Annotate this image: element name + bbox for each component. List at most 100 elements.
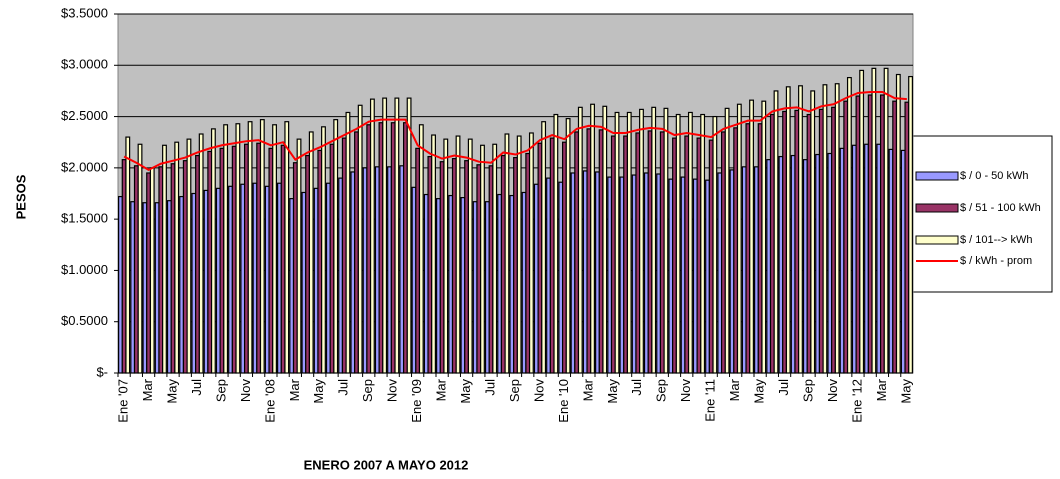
y-tick-label: $3.5000: [61, 5, 108, 20]
bar: [162, 144, 167, 374]
legend-swatch: [915, 235, 959, 245]
x-tick-label: Sep: [507, 379, 522, 402]
x-tick-label: Mar: [580, 378, 595, 401]
x-tick-label: Jul: [189, 379, 204, 396]
bar: [406, 97, 412, 374]
bar: [626, 111, 632, 374]
bar: [895, 73, 901, 374]
bar: [149, 167, 155, 374]
bar: [504, 133, 510, 374]
bar: [565, 118, 571, 374]
bar: [382, 97, 388, 374]
bar: [700, 113, 706, 374]
x-tick-label: Jul: [336, 379, 351, 396]
x-tick-label: Ene '07: [116, 379, 131, 423]
bar: [834, 83, 840, 374]
bar: [687, 111, 693, 374]
x-tick-label: Nov: [238, 379, 253, 403]
bar: [431, 134, 436, 374]
bar: [553, 113, 559, 374]
bar: [492, 143, 498, 374]
x-tick-label: May: [164, 379, 179, 404]
bar: [859, 69, 865, 374]
x-tick-label: Ene '09: [409, 379, 424, 423]
bar: [308, 131, 314, 374]
y-tick-label: $1.5000: [61, 211, 108, 226]
bar: [369, 98, 375, 374]
y-tick-label: $-: [96, 364, 108, 379]
bar: [614, 111, 620, 374]
y-tick-label: $2.5000: [61, 108, 108, 123]
x-tick-label: Nov: [531, 379, 546, 403]
bar: [577, 106, 583, 374]
x-axis-title: ENERO 2007 A MAYO 2012: [304, 457, 469, 472]
x-tick-label: Ene '08: [262, 379, 277, 423]
x-tick-label: Ene '12: [849, 379, 864, 423]
legend-label: $ / kWh - prom: [960, 255, 1032, 267]
x-tick-label: Mar: [874, 378, 889, 401]
bar: [357, 104, 363, 374]
bar: [541, 121, 547, 374]
bar: [284, 121, 290, 374]
bar: [883, 67, 889, 374]
bar: [761, 100, 767, 374]
bar: [736, 103, 742, 374]
bar: [810, 90, 816, 374]
bar: [480, 144, 485, 374]
bar: [822, 84, 828, 374]
bar: [247, 121, 253, 374]
y-tick-label: $2.0000: [61, 159, 108, 174]
x-tick-label: Sep: [360, 379, 375, 402]
bar: [137, 143, 143, 374]
x-tick-label: Sep: [213, 379, 228, 402]
x-tick-label: May: [311, 379, 326, 404]
x-tick-label: Sep: [654, 379, 669, 402]
x-tick-label: Mar: [140, 378, 155, 401]
bar: [223, 124, 229, 374]
bar: [125, 136, 131, 374]
bar: [724, 107, 730, 374]
legend-swatch: [915, 171, 959, 181]
x-tick-label: Sep: [800, 379, 815, 402]
bar: [345, 111, 351, 374]
y-tick-label: $1.0000: [61, 262, 108, 277]
x-tick-label: Jul: [629, 379, 644, 396]
bar: [333, 119, 339, 374]
bar: [651, 106, 657, 374]
bar: [846, 76, 852, 374]
bar: [712, 115, 718, 374]
bar: [908, 75, 913, 374]
x-tick-label: May: [898, 379, 913, 404]
bar: [174, 141, 180, 374]
bar: [272, 124, 277, 374]
bar: [773, 90, 779, 374]
bar: [321, 126, 326, 374]
x-tick-label: Nov: [385, 379, 400, 403]
y-tick-label: $3.0000: [61, 57, 108, 72]
x-tick-label: Mar: [434, 378, 449, 401]
x-tick-label: May: [752, 379, 767, 404]
x-tick-label: Nov: [678, 379, 693, 403]
x-tick-label: Jul: [776, 379, 791, 396]
bar: [602, 105, 608, 374]
bar: [418, 124, 424, 374]
bar: [590, 103, 595, 374]
bar: [186, 138, 192, 374]
x-tick-label: Ene '11: [703, 379, 718, 422]
bar: [675, 113, 681, 374]
bar: [296, 138, 302, 374]
y-axis-title: PESOS: [13, 174, 28, 219]
bar: [785, 86, 791, 374]
bar: [639, 108, 644, 374]
bar: [394, 97, 400, 374]
x-tick-label: Mar: [727, 378, 742, 401]
x-tick-label: Jul: [482, 379, 497, 396]
x-tick-label: Mar: [287, 378, 302, 401]
x-tick-label: May: [605, 379, 620, 404]
bar: [749, 99, 754, 374]
legend-label: $ / 101--> kWh: [960, 234, 1032, 246]
x-tick-label: May: [458, 379, 473, 404]
legend-label: $ / 51 - 100 kWh: [960, 202, 1041, 214]
x-tick-label: Ene '10: [556, 379, 571, 423]
